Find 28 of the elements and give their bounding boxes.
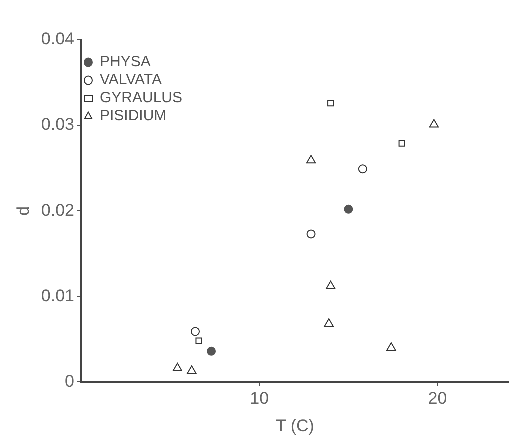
x-axis-title: T (C) xyxy=(276,416,314,436)
point xyxy=(306,155,316,164)
point xyxy=(172,363,183,372)
y-tick-label: 0.03 xyxy=(41,115,74,134)
point xyxy=(398,140,406,147)
point xyxy=(324,318,334,328)
point xyxy=(326,280,336,290)
y-tick-label: 0.02 xyxy=(41,200,74,220)
legend-label: PISIDIUM xyxy=(100,108,167,125)
point xyxy=(190,327,200,336)
legend-label: VALVATA xyxy=(100,72,162,89)
point xyxy=(196,338,202,344)
point xyxy=(344,204,354,214)
point xyxy=(429,119,440,128)
y-axis-title: d xyxy=(14,206,33,216)
y-tick-label: 0.04 xyxy=(41,30,74,49)
y-tick-label: 0.01 xyxy=(41,286,74,306)
y-tick-label: 0 xyxy=(65,372,74,391)
point xyxy=(306,230,316,239)
point xyxy=(386,342,396,351)
point xyxy=(207,346,216,356)
x-tick-label: 20 xyxy=(428,389,448,408)
x-tick-label: 10 xyxy=(250,389,270,408)
point xyxy=(187,366,197,374)
point xyxy=(358,164,368,174)
point xyxy=(328,100,334,107)
legend-label: GYRAULUS xyxy=(100,90,183,107)
legend-label: PHYSA xyxy=(100,54,151,71)
